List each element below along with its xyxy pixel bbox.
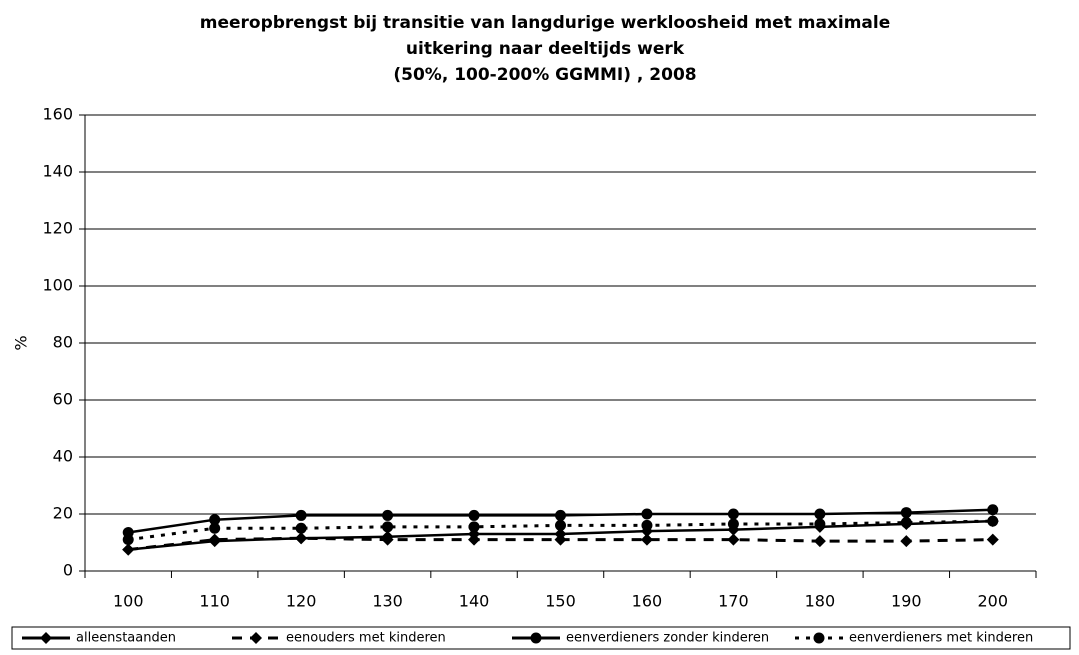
marker bbox=[209, 514, 221, 526]
marker bbox=[900, 535, 913, 548]
x-tick-label: 110 bbox=[199, 592, 230, 611]
legend-label: alleenstaanden bbox=[76, 631, 176, 646]
marker bbox=[555, 509, 566, 521]
series-line bbox=[128, 519, 993, 542]
chart-title: (50%, 100-200% GGMMI) , 2008 bbox=[393, 65, 696, 85]
x-tick-label: 140 bbox=[459, 592, 490, 611]
x-tick-label: 120 bbox=[286, 592, 317, 611]
marker bbox=[900, 507, 912, 519]
marker bbox=[987, 515, 999, 527]
marker bbox=[122, 534, 134, 546]
x-tick-label: 170 bbox=[718, 592, 749, 611]
x-tick-label: 100 bbox=[113, 592, 144, 611]
legend-label: eenouders met kinderen bbox=[286, 631, 446, 646]
marker bbox=[986, 533, 999, 546]
marker bbox=[727, 518, 739, 530]
y-tick-label: 60 bbox=[53, 390, 73, 409]
marker bbox=[295, 509, 307, 521]
y-tick-label: 80 bbox=[53, 333, 73, 352]
x-tick-label: 190 bbox=[891, 592, 922, 611]
chart-title: uitkering naar deeltijds werk bbox=[406, 39, 685, 59]
marker bbox=[208, 533, 221, 546]
marker bbox=[900, 517, 912, 529]
legend-label: eenverdieners met kinderen bbox=[849, 631, 1033, 646]
marker bbox=[530, 632, 542, 644]
chart-title: meeropbrengst bij transitie van langduri… bbox=[200, 13, 891, 33]
marker bbox=[555, 519, 566, 531]
x-tick-label: 160 bbox=[632, 592, 663, 611]
marker bbox=[640, 533, 653, 546]
marker bbox=[641, 519, 653, 531]
marker bbox=[554, 533, 567, 546]
marker bbox=[727, 533, 740, 546]
y-tick-label: 160 bbox=[42, 105, 73, 124]
legend-box bbox=[11, 626, 1071, 650]
y-tick-label: 120 bbox=[42, 219, 73, 238]
marker bbox=[813, 632, 825, 644]
y-tick-label: 140 bbox=[42, 162, 73, 181]
marker bbox=[122, 543, 135, 556]
y-tick-label: 100 bbox=[42, 276, 73, 295]
marker bbox=[814, 508, 826, 520]
y-tick-label: 20 bbox=[53, 504, 73, 523]
x-tick-label: 200 bbox=[977, 592, 1008, 611]
y-tick-label: 0 bbox=[63, 561, 73, 580]
marker bbox=[727, 508, 739, 520]
marker bbox=[382, 521, 394, 533]
marker bbox=[40, 632, 52, 644]
marker bbox=[814, 518, 826, 530]
marker bbox=[381, 533, 394, 546]
x-tick-label: 130 bbox=[372, 592, 403, 611]
y-tick-label: 40 bbox=[53, 447, 73, 466]
x-tick-label: 180 bbox=[805, 592, 836, 611]
marker bbox=[295, 532, 308, 545]
marker bbox=[813, 535, 826, 548]
marker bbox=[209, 522, 221, 534]
marker bbox=[250, 632, 262, 644]
marker bbox=[987, 504, 999, 516]
marker bbox=[468, 533, 481, 546]
y-axis-label: % bbox=[12, 335, 31, 350]
marker bbox=[382, 509, 394, 521]
marker bbox=[641, 508, 653, 520]
marker bbox=[468, 521, 480, 533]
legend-label: eenverdieners zonder kinderen bbox=[566, 631, 769, 646]
x-tick-label: 150 bbox=[545, 592, 576, 611]
marker bbox=[295, 522, 307, 534]
marker bbox=[468, 509, 480, 521]
